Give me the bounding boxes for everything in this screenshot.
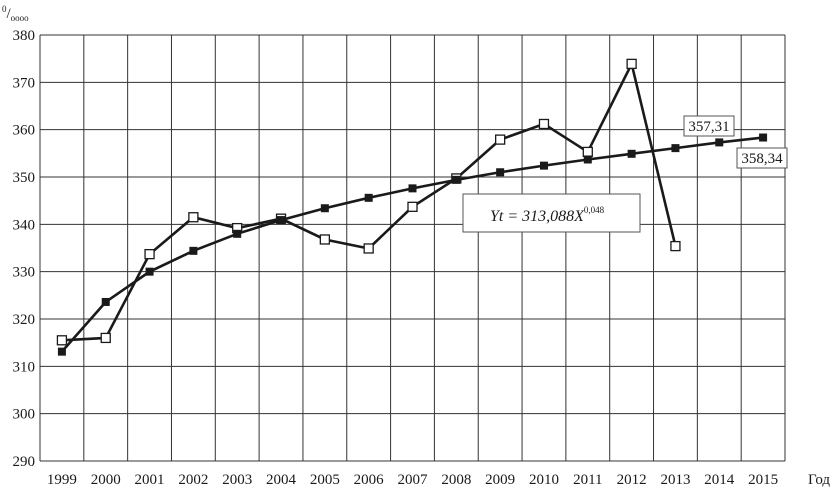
x-tick-label: 2009 — [485, 472, 515, 488]
y-tick-label: 300 — [13, 407, 36, 423]
open-square-point — [582, 146, 593, 158]
filled-square-point — [408, 184, 417, 193]
y-unit-slash: / — [7, 6, 12, 22]
callout-2015-text: 358,34 — [741, 151, 783, 167]
filled-square-point — [320, 204, 329, 213]
x-tick-label: 2006 — [354, 472, 385, 488]
open-square-point — [363, 243, 374, 254]
open-square-point — [538, 118, 550, 130]
open-square-point — [670, 240, 681, 252]
filled-square-point — [277, 216, 286, 225]
x-tick-label: 2013 — [660, 472, 690, 488]
filled-square-point — [627, 149, 636, 158]
x-tick-labels: 1999 2000 2001 2002 2003 2004 2005 2006 2007 2008… — [47, 472, 778, 488]
filled-square-point — [583, 155, 592, 164]
formula-box-border — [462, 193, 641, 233]
x-tick-label: 2007 — [398, 472, 429, 488]
x-tick-label: 1999 — [47, 472, 77, 488]
y-tick-label: 340 — [13, 217, 36, 233]
x-tick-label: 2008 — [441, 472, 471, 488]
y-tick-label: 330 — [13, 265, 36, 281]
open-square-point — [494, 134, 506, 145]
callout-2014-text: 357,31 — [688, 119, 729, 135]
filled-square-point — [101, 297, 110, 306]
x-tick-label: 2015 — [748, 472, 778, 488]
trend-formula-box: Yt = 313,088X0,048 — [462, 193, 641, 233]
y-tick-labels: 290 300 310 320 330 340 350 360 370 380 — [13, 28, 36, 470]
filled-square-point — [671, 144, 680, 153]
open-square-point — [56, 335, 68, 346]
x-tick-label: 2000 — [91, 472, 121, 488]
x-tick-label: 2010 — [529, 472, 559, 488]
filled-square-point — [496, 168, 505, 177]
callout-2015: 358,34 — [736, 147, 788, 169]
x-tick-label: 2011 — [573, 472, 602, 488]
x-axis-label: Год — [808, 472, 830, 488]
x-tick-label: 2014 — [704, 472, 735, 488]
open-square-point — [144, 249, 155, 260]
open-square-point — [407, 201, 418, 212]
y-tick-label: 380 — [13, 28, 36, 44]
y-tick-label: 370 — [13, 75, 36, 91]
trend-formula: Yt = 313,088X0,048 — [490, 205, 605, 225]
formula-exponent: 0,048 — [584, 205, 605, 215]
grid — [39, 34, 786, 462]
x-tick-label: 2004 — [266, 472, 297, 488]
formula-main: Yt = 313,088X — [490, 208, 585, 225]
x-tick-label: 2012 — [617, 472, 647, 488]
open-square-point — [319, 234, 331, 245]
y-unit-sup: 0 — [2, 4, 7, 14]
x-tick-label: 2002 — [178, 472, 208, 488]
series-trend — [57, 133, 768, 356]
open-square-point — [626, 58, 637, 70]
y-tick-label: 350 — [13, 170, 36, 186]
y-tick-label: 310 — [13, 359, 36, 375]
filled-square-point — [189, 246, 198, 255]
y-tick-label: 320 — [13, 312, 36, 328]
y-tick-label: 360 — [13, 123, 36, 139]
filled-square-point — [452, 175, 461, 184]
y-unit-label: 0/oooo — [2, 4, 29, 23]
callout-2014-box — [683, 115, 735, 137]
callout-2015-box — [736, 147, 788, 169]
filled-square-point — [145, 267, 154, 276]
filled-square-point — [715, 138, 724, 147]
open-square-point — [100, 332, 111, 344]
x-tick-label: 2005 — [310, 472, 340, 488]
y-unit-sub: oooo — [11, 13, 30, 23]
filled-square-point — [233, 229, 242, 238]
filled-square-point — [759, 133, 768, 142]
callout-2014: 357,31 — [683, 115, 735, 137]
y-tick-label: 290 — [13, 454, 36, 470]
x-tick-label: 2003 — [222, 472, 252, 488]
x-tick-label: 2001 — [135, 472, 165, 488]
filled-square-point — [539, 161, 548, 170]
filled-square-point — [57, 347, 66, 356]
open-square-point — [188, 212, 199, 223]
filled-square-point — [364, 193, 373, 202]
